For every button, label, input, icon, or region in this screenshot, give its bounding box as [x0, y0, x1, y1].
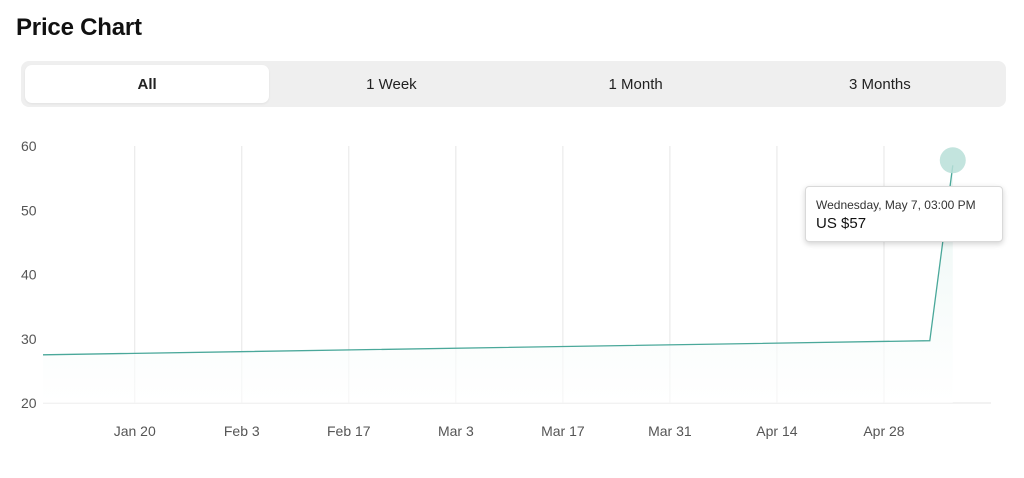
- tab-1-month[interactable]: 1 Month: [608, 75, 663, 93]
- highlight-marker[interactable]: [939, 147, 966, 174]
- x-tick-label: Mar 17: [541, 423, 585, 439]
- range-tabs: All 1 Week 1 Month 3 Months: [21, 61, 1006, 107]
- y-tick-label: 40: [21, 267, 37, 283]
- x-tick-label: Mar 31: [648, 423, 692, 439]
- price-area: [43, 165, 953, 403]
- y-tick-label: 60: [21, 138, 37, 154]
- y-tick-label: 30: [21, 331, 37, 347]
- x-tick-label: Feb 17: [327, 423, 371, 439]
- x-tick-label: Apr 14: [756, 423, 797, 439]
- tooltip-date: Wednesday, May 7, 03:00 PM: [816, 198, 976, 212]
- tooltip-value: US $57: [816, 215, 867, 232]
- page-title: Price Chart: [16, 14, 142, 41]
- tab-all[interactable]: All: [25, 65, 270, 103]
- x-tick-label: Feb 3: [224, 423, 260, 439]
- x-tick-label: Mar 3: [438, 423, 474, 439]
- tab-3-months[interactable]: 3 Months: [849, 75, 911, 93]
- price-tooltip: Wednesday, May 7, 03:00 PM US $57: [805, 186, 1003, 242]
- x-tick-label: Apr 28: [863, 423, 904, 439]
- tab-1-week[interactable]: 1 Week: [366, 75, 417, 93]
- x-tick-label: Jan 20: [114, 423, 156, 439]
- y-tick-label: 50: [21, 202, 37, 218]
- y-tick-label: 20: [21, 395, 37, 411]
